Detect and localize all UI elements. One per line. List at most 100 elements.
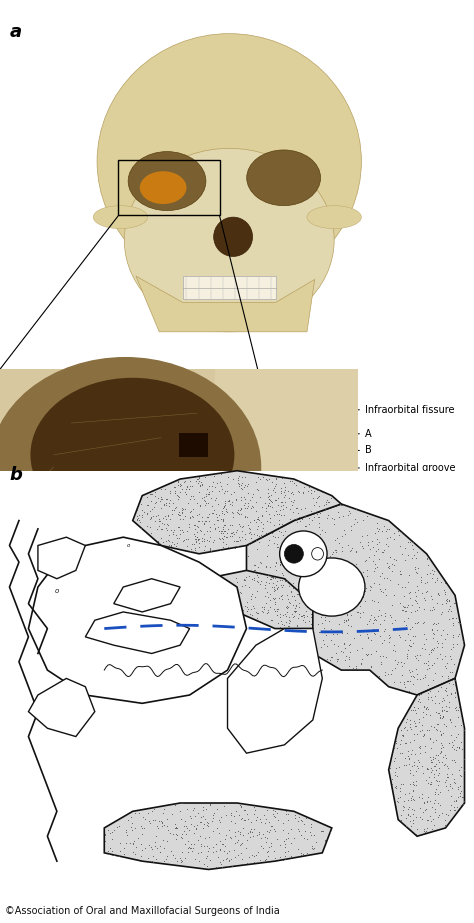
Point [457, 717, 465, 732]
Point [279, 498, 287, 513]
Point [182, 482, 190, 497]
Point [312, 494, 320, 509]
Point [370, 563, 378, 578]
Point [182, 605, 189, 619]
Point [411, 604, 419, 618]
Point [388, 663, 396, 677]
Point [282, 500, 290, 515]
Point [218, 506, 225, 521]
Point [401, 588, 408, 603]
Point [155, 512, 163, 527]
Point [284, 622, 292, 637]
Point [197, 524, 204, 539]
Point [381, 605, 389, 620]
Point [439, 709, 447, 724]
Point [253, 605, 261, 620]
Point [156, 494, 164, 509]
Point [127, 836, 134, 851]
Point [373, 613, 380, 628]
Point [286, 534, 294, 549]
Point [190, 800, 198, 815]
Point [368, 533, 376, 548]
Point [441, 586, 448, 601]
Point [456, 627, 463, 641]
Point [446, 665, 453, 679]
Point [211, 593, 219, 608]
Point [266, 822, 274, 837]
Point [352, 659, 360, 674]
Point [435, 796, 442, 810]
Point [201, 497, 209, 512]
Point [148, 486, 155, 501]
Point [153, 521, 160, 536]
Point [442, 659, 449, 674]
Point [391, 750, 399, 765]
Point [234, 475, 241, 490]
Point [255, 528, 263, 543]
Point [279, 528, 286, 543]
Point [263, 569, 271, 584]
Point [247, 531, 255, 545]
Point [424, 821, 431, 835]
Point [405, 751, 413, 766]
Point [158, 492, 165, 507]
Point [263, 513, 271, 528]
Point [243, 600, 250, 615]
Point [107, 825, 114, 840]
Point [210, 468, 217, 483]
Point [432, 704, 439, 719]
Point [138, 503, 146, 518]
Point [169, 496, 176, 510]
Point [203, 523, 210, 538]
Point [416, 671, 423, 686]
Point [455, 782, 462, 797]
Point [263, 574, 270, 589]
Point [135, 497, 143, 511]
Point [296, 606, 303, 621]
Point [410, 768, 417, 783]
Point [190, 819, 197, 833]
Point [290, 831, 297, 845]
Point [328, 606, 336, 621]
Point [265, 491, 273, 506]
Point [166, 484, 174, 498]
Point [182, 850, 189, 865]
Point [421, 738, 428, 753]
Point [443, 779, 450, 794]
Point [438, 805, 446, 820]
Point [135, 831, 142, 845]
Point [162, 482, 169, 497]
Point [255, 534, 263, 549]
Point [323, 639, 331, 653]
Point [329, 545, 337, 559]
Point [164, 588, 172, 603]
Point [399, 598, 407, 613]
Point [276, 502, 283, 517]
Point [237, 585, 244, 600]
Text: Zygomatic bone: Zygomatic bone [131, 505, 444, 514]
Point [266, 514, 273, 529]
Point [227, 497, 234, 511]
Point [180, 823, 187, 838]
Point [363, 528, 371, 543]
Point [443, 807, 450, 821]
Point [434, 705, 442, 720]
Point [160, 841, 167, 856]
Point [251, 803, 258, 818]
Point [286, 511, 293, 526]
Point [250, 807, 258, 821]
Point [201, 494, 209, 509]
Point [437, 727, 444, 742]
Point [301, 831, 308, 845]
Point [377, 608, 384, 623]
Point [227, 830, 234, 845]
Point [148, 854, 156, 869]
Point [287, 485, 295, 500]
Point [334, 652, 342, 666]
Point [223, 477, 230, 492]
Point [187, 841, 195, 856]
Point [445, 736, 453, 750]
Point [275, 506, 283, 521]
Point [183, 539, 191, 554]
Point [195, 582, 203, 597]
